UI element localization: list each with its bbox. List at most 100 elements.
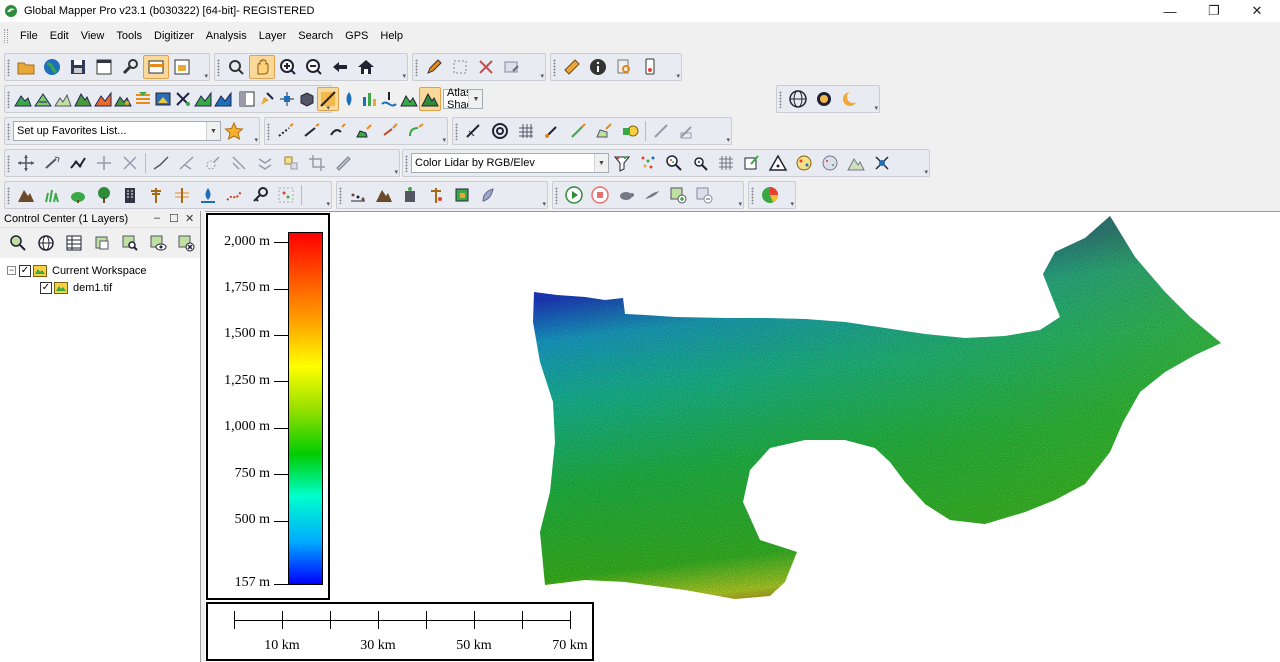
layer-projection-button[interactable]	[32, 231, 60, 255]
elevation-scale-button[interactable]	[359, 87, 379, 111]
lidar-filter-button[interactable]	[609, 151, 635, 175]
shape-create-button[interactable]	[617, 119, 643, 143]
favorites-star-button[interactable]	[221, 119, 247, 143]
zoom-out-button[interactable]	[301, 55, 327, 79]
shrub-feature-button[interactable]	[65, 183, 91, 207]
terrain-analysis-button-9[interactable]	[173, 87, 193, 111]
ruler-tool-button[interactable]	[330, 151, 356, 175]
panel-close-button[interactable]: ✕	[185, 213, 195, 225]
ground-class-button[interactable]	[345, 183, 371, 207]
lidar-color-dropdown[interactable]: Color Lidar by RGB/Elev ▼	[411, 153, 609, 173]
map-view[interactable]	[205, 211, 1280, 662]
shader-toggle-button[interactable]	[317, 87, 339, 111]
lidar-grid-button[interactable]	[713, 151, 739, 175]
split-feature-button[interactable]	[117, 151, 143, 175]
connect-vertex-button[interactable]	[65, 151, 91, 175]
terrain-analysis-button-6[interactable]	[113, 87, 133, 111]
menu-analysis[interactable]: Analysis	[205, 30, 247, 42]
lidar-query-button[interactable]	[687, 151, 713, 175]
lidar-colorize-button[interactable]	[791, 151, 817, 175]
layer-table-button[interactable]	[60, 231, 88, 255]
lidar-edit-button[interactable]	[739, 151, 765, 175]
overview-map-button[interactable]	[169, 55, 195, 79]
water-level-button[interactable]	[379, 87, 399, 111]
shader-tool-button-1[interactable]	[237, 87, 257, 111]
move-feature-button[interactable]	[13, 151, 39, 175]
create-line-button-2[interactable]	[299, 119, 325, 143]
night-mode-button[interactable]	[837, 87, 863, 111]
view-3d-button[interactable]	[297, 87, 317, 111]
breakline-button[interactable]	[221, 183, 247, 207]
menu-grip[interactable]	[4, 29, 8, 43]
pan-feature-button[interactable]	[91, 151, 117, 175]
draw-buffer-button[interactable]	[200, 151, 226, 175]
terrain-analysis-button-2[interactable]	[33, 87, 53, 111]
power-line-button[interactable]	[169, 183, 195, 207]
gps-device-button[interactable]	[637, 55, 663, 79]
web-globe-button[interactable]	[785, 87, 811, 111]
line-feature-button[interactable]	[565, 119, 591, 143]
zoom-tool-button[interactable]	[223, 55, 249, 79]
draw-grid-button[interactable]	[252, 151, 278, 175]
create-area-button[interactable]	[351, 119, 377, 143]
path-profile-button[interactable]	[611, 55, 637, 79]
select-button[interactable]	[447, 55, 473, 79]
cube-class-button[interactable]	[449, 183, 475, 207]
layer-node[interactable]: ✓ dem1.tif	[0, 279, 200, 296]
zoom-to-layer-button[interactable]	[4, 231, 32, 255]
pie-chart-button[interactable]	[757, 183, 783, 207]
workspace-button[interactable]	[91, 55, 117, 79]
close-button[interactable]: ✕	[1251, 3, 1263, 18]
tree-feature-button[interactable]	[91, 183, 117, 207]
minimize-button[interactable]: —	[1163, 3, 1177, 19]
terrain-analysis-button-5[interactable]	[93, 87, 113, 111]
edit-feature-button[interactable]	[499, 55, 525, 79]
menu-search[interactable]: Search	[298, 30, 334, 42]
layer-options-button[interactable]	[88, 231, 116, 255]
terrain-analysis-button-11[interactable]	[213, 87, 233, 111]
menu-view[interactable]: View	[80, 30, 105, 42]
terrain-analysis-button-10[interactable]	[193, 87, 213, 111]
menu-gps[interactable]: GPS	[345, 30, 369, 42]
pan-tool-button[interactable]	[249, 55, 275, 79]
shader-tool-button-2[interactable]	[257, 87, 277, 111]
control-center-toggle[interactable]	[143, 55, 169, 79]
menu-layer[interactable]: Layer	[258, 30, 287, 42]
draw-parcel-button[interactable]	[226, 151, 252, 175]
area-feature-button[interactable]	[591, 119, 617, 143]
play-button[interactable]	[561, 183, 587, 207]
terrain-analysis-button-1[interactable]	[13, 87, 33, 111]
slow-speed-button[interactable]	[613, 183, 639, 207]
crop-button[interactable]	[304, 151, 330, 175]
point-create-button[interactable]	[539, 119, 565, 143]
workspace-node[interactable]: − ✓ Current Workspace	[0, 262, 200, 279]
water-feature-button[interactable]	[195, 183, 221, 207]
create-arc-button[interactable]	[403, 119, 429, 143]
create-line-button-1[interactable]	[273, 119, 299, 143]
fast-speed-button[interactable]	[639, 183, 665, 207]
terrain-analysis-button-4[interactable]	[73, 87, 93, 111]
online-data-button[interactable]	[39, 55, 65, 79]
rotate-feature-button[interactable]	[39, 151, 65, 175]
lidar-search-button[interactable]	[661, 151, 687, 175]
full-view-button[interactable]	[353, 55, 379, 79]
grid-create-button[interactable]	[513, 119, 539, 143]
digitizer-button[interactable]	[421, 55, 447, 79]
atlas-shader-button[interactable]	[419, 87, 441, 111]
lidar-warning-button[interactable]	[765, 151, 791, 175]
panel-float-button[interactable]: ☐	[169, 213, 179, 225]
create-segment-button[interactable]	[377, 119, 403, 143]
draw-branch-button[interactable]	[174, 151, 200, 175]
layer-search-button[interactable]	[116, 231, 144, 255]
add-layer-button[interactable]	[665, 183, 691, 207]
building-class-button[interactable]	[397, 183, 423, 207]
menu-help[interactable]: Help	[380, 30, 403, 42]
draw-polyline-button[interactable]	[148, 151, 174, 175]
configure-button[interactable]	[117, 55, 143, 79]
contrast-button[interactable]	[339, 87, 359, 111]
sun-settings-button[interactable]	[811, 87, 837, 111]
terrain-analysis-button-7[interactable]	[133, 87, 153, 111]
menu-digitizer[interactable]: Digitizer	[154, 30, 194, 42]
create-curve-button[interactable]	[325, 119, 351, 143]
menu-edit[interactable]: Edit	[49, 30, 69, 42]
